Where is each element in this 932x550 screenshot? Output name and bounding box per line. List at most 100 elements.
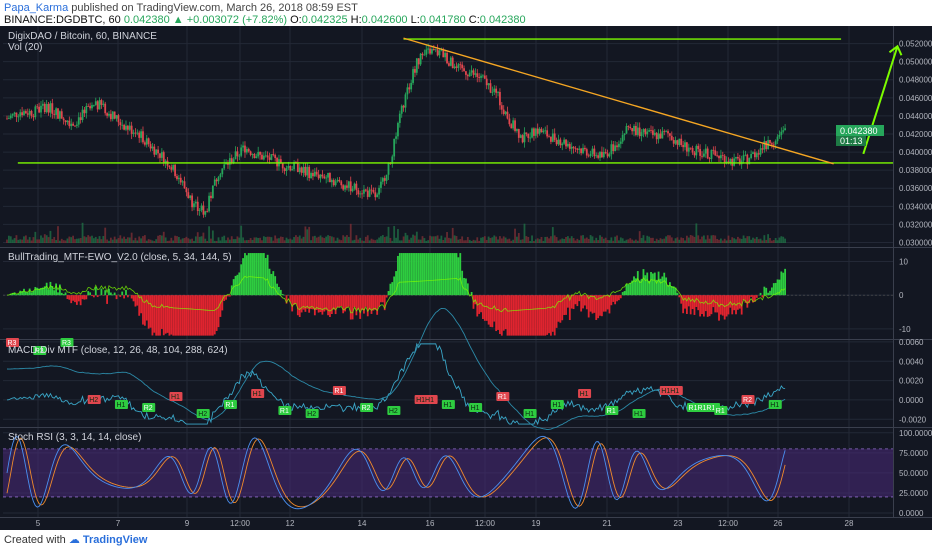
volume-bar <box>136 240 139 243</box>
volume-bar <box>440 235 443 243</box>
volume-bar <box>283 240 286 243</box>
candle-body <box>695 145 698 156</box>
ewo-bar <box>68 295 71 300</box>
candle-body <box>601 151 603 158</box>
candle-body <box>228 158 231 165</box>
ewo-bar <box>412 253 414 296</box>
x-tick-label: 12 <box>286 519 295 528</box>
ewo-bar <box>376 295 379 315</box>
time-axis: 5 7 9 12:00 12 14 16 12:00 19 21 23 12:00 26 28 <box>36 519 854 528</box>
candle-body <box>502 109 505 114</box>
ewo-bar <box>650 271 652 296</box>
volume-bar <box>240 225 243 243</box>
ewo-bar <box>164 295 167 334</box>
volume-bar <box>570 236 573 243</box>
ewo-bar <box>687 295 690 307</box>
ewo-bar <box>580 295 583 312</box>
ewo-bar <box>140 295 142 314</box>
candle-body <box>457 64 460 68</box>
candle-body <box>638 127 641 137</box>
candle-body <box>414 69 416 73</box>
ewo-bar <box>682 295 685 314</box>
ewo-bar <box>463 277 465 296</box>
candle-body <box>285 167 288 172</box>
volume-bar <box>468 239 471 243</box>
volume-bar <box>648 236 651 243</box>
volume-bar <box>421 236 424 243</box>
candle-body <box>491 91 494 93</box>
candle-body <box>306 166 309 176</box>
ewo-bar <box>151 295 154 336</box>
ewo-bar <box>736 295 739 310</box>
volume-bar <box>436 235 439 243</box>
candle-body <box>461 64 464 69</box>
ewo-bar <box>374 295 377 310</box>
candle-body <box>70 123 73 127</box>
ewo-bar <box>404 253 407 296</box>
candle-body <box>58 111 61 119</box>
volume-bar <box>561 238 564 243</box>
ewo-bar <box>453 253 456 296</box>
candle-body <box>763 141 766 150</box>
ewo-bar <box>293 295 295 305</box>
volume-bar <box>128 237 131 243</box>
volume-bar <box>686 235 688 243</box>
candle-body <box>661 131 664 139</box>
volume-bar <box>293 237 295 243</box>
ewo-bar <box>502 295 505 331</box>
projection-arrow-head <box>888 44 903 56</box>
change-value: +0.003072 (+7.82%) <box>186 14 288 26</box>
ewo-bar <box>425 253 428 296</box>
ewo-bar <box>448 253 450 296</box>
candle-body <box>172 164 175 170</box>
ewo-bar <box>368 295 371 310</box>
candle-body <box>376 194 379 198</box>
y-tick-label: 0.046000 <box>899 94 932 103</box>
volume-bar <box>160 235 163 243</box>
author-link[interactable]: Papa_Karma <box>4 2 69 14</box>
volume-bar <box>427 240 430 243</box>
ewo-bar <box>372 295 375 311</box>
volume-bar <box>636 240 639 243</box>
ewo-bar <box>684 295 686 309</box>
ewo-bar <box>162 295 165 336</box>
ewo-bar <box>261 253 263 296</box>
candle-body <box>119 122 122 126</box>
x-tick-label: 12:00 <box>475 519 496 528</box>
candle-body <box>238 155 241 157</box>
volume-bar <box>253 237 256 243</box>
candle-body <box>191 195 193 208</box>
volume-bar <box>19 239 22 243</box>
volume-bar <box>232 239 235 243</box>
ewo-bar <box>546 295 549 335</box>
ewo-bar <box>58 284 61 296</box>
volume-bar <box>140 238 142 243</box>
y-tick-label: 0.044000 <box>899 112 932 121</box>
ewo-bar <box>459 253 462 296</box>
volume-bar <box>695 223 698 243</box>
volume-bar <box>202 232 205 243</box>
candle-body <box>512 120 515 129</box>
candle-body <box>266 155 269 158</box>
volume-bar <box>712 235 715 243</box>
volume-bar <box>676 237 679 243</box>
candle-body <box>563 139 566 144</box>
ewo-bar <box>353 295 356 307</box>
candle-body <box>693 152 696 156</box>
volume-bar <box>336 237 339 243</box>
ewo-bar <box>211 295 214 336</box>
ewo-bar <box>142 295 144 325</box>
last-price-tag-value: 0.042380 <box>840 126 878 136</box>
volume-bar <box>706 235 709 243</box>
tradingview-brand[interactable]: TradingView <box>82 534 148 546</box>
candle-body <box>359 193 362 195</box>
candle-body <box>621 134 624 142</box>
volume-bar <box>109 237 112 243</box>
volume-bar <box>550 236 552 243</box>
volume-bar <box>415 231 418 243</box>
macd-signal-badge <box>387 406 401 415</box>
volume-bar <box>7 235 10 243</box>
ewo-bar <box>51 286 54 296</box>
volume-bar <box>740 238 743 243</box>
